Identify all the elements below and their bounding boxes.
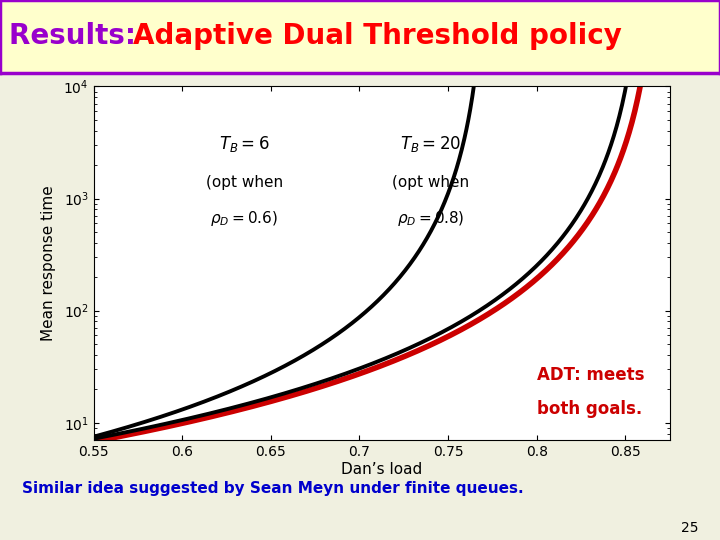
Text: (opt when: (opt when [392,174,469,190]
Text: Similar idea suggested by Sean Meyn under finite queues.: Similar idea suggested by Sean Meyn unde… [22,481,523,496]
Text: (opt when: (opt when [206,174,283,190]
Text: Results:: Results: [9,23,145,50]
Text: $\rho_D=0.8)$: $\rho_D=0.8)$ [397,208,464,228]
X-axis label: Dan’s load: Dan’s load [341,462,422,477]
Text: 25: 25 [681,521,698,535]
Text: Adaptive Dual Threshold policy: Adaptive Dual Threshold policy [133,23,622,50]
Text: $\rho_D = 0.6)$: $\rho_D = 0.6)$ [210,208,278,228]
Text: both goals.: both goals. [536,400,642,418]
Text: $T_B=20$: $T_B=20$ [400,134,461,154]
Text: ADT: meets: ADT: meets [536,366,644,384]
Y-axis label: Mean response time: Mean response time [42,185,56,341]
Text: $T_B=6$: $T_B=6$ [219,134,269,154]
